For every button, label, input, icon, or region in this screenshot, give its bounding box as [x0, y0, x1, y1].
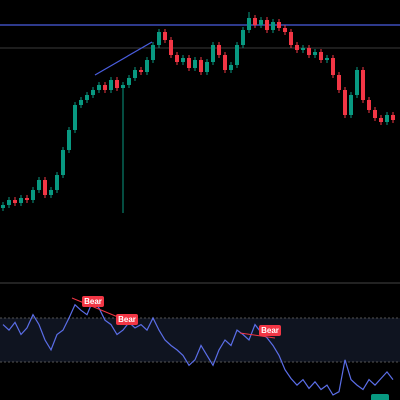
- candle-body: [181, 58, 185, 62]
- candle-body: [79, 100, 83, 105]
- candle-body: [223, 55, 227, 70]
- label-box: [259, 325, 281, 336]
- label-text: Bear: [261, 326, 279, 335]
- candle-body: [145, 60, 149, 72]
- candle-body: [31, 190, 35, 200]
- rsi-line: [2, 299, 394, 396]
- candle-body: [265, 20, 269, 30]
- candle-body: [73, 105, 77, 130]
- candle-body: [289, 32, 293, 45]
- candle-body: [133, 70, 137, 78]
- candle-body: [391, 115, 395, 120]
- candle-body: [235, 45, 239, 65]
- bear-label: Bear: [116, 314, 138, 325]
- candle-body: [271, 22, 275, 30]
- candle-body: [283, 28, 287, 32]
- candle-body: [361, 70, 365, 100]
- candle-body: [139, 70, 143, 72]
- candle-body: [295, 45, 299, 50]
- candle-body: [241, 30, 245, 45]
- candle-body: [331, 58, 335, 75]
- candle-body: [7, 200, 11, 205]
- candle-body: [259, 20, 263, 25]
- candle-body: [319, 52, 323, 60]
- candle-body: [55, 175, 59, 190]
- candle-body: [19, 198, 23, 203]
- candle-body: [199, 60, 203, 72]
- label-box: [82, 296, 104, 307]
- candle-body: [337, 75, 341, 90]
- divergence-line: [239, 332, 276, 339]
- candle-body: [43, 180, 47, 195]
- candle-body: [313, 52, 317, 55]
- candle-body: [67, 130, 71, 150]
- candle-body: [211, 45, 215, 62]
- candle-body: [301, 48, 305, 50]
- candle-body: [13, 200, 17, 203]
- label-box: [116, 314, 138, 325]
- candle-body: [151, 45, 155, 60]
- candle-body: [307, 48, 311, 55]
- bull-label-box: [371, 394, 389, 400]
- candle-body: [379, 118, 383, 122]
- bear-label: Bear: [82, 296, 104, 307]
- candle-body: [37, 180, 41, 190]
- candle-body: [367, 100, 371, 110]
- trend-line: [94, 41, 153, 76]
- rsi-band: [0, 318, 400, 362]
- candle-body: [343, 90, 347, 115]
- candle-body: [49, 190, 53, 195]
- candle-body: [157, 32, 161, 45]
- candle-body: [91, 90, 95, 95]
- candle-body: [121, 85, 125, 88]
- candle-body: [175, 55, 179, 62]
- candle-body: [349, 95, 353, 115]
- candle-body: [85, 95, 89, 100]
- candle-body: [109, 80, 113, 90]
- candle-body: [1, 205, 5, 208]
- candle-body: [325, 58, 329, 60]
- candle-body: [373, 110, 377, 118]
- candle-body: [115, 80, 119, 88]
- candle-body: [229, 65, 233, 70]
- candle-body: [385, 115, 389, 122]
- candle-body: [355, 70, 359, 95]
- candle-body: [193, 60, 197, 68]
- candle-body: [103, 85, 107, 90]
- label-text: Bear: [118, 315, 136, 324]
- candle-body: [247, 18, 251, 30]
- candle-body: [169, 40, 173, 55]
- candle-body: [277, 22, 281, 28]
- candle-body: [61, 150, 65, 175]
- candle-body: [253, 18, 257, 25]
- candle-body: [97, 85, 101, 90]
- candle-body: [163, 32, 167, 40]
- candle-body: [187, 58, 191, 68]
- candle-body: [25, 198, 29, 200]
- candle-body: [205, 62, 209, 72]
- candle-body: [217, 45, 221, 55]
- label-text: Bear: [84, 297, 102, 306]
- candle-body: [127, 78, 131, 85]
- bear-label: Bear: [259, 325, 281, 336]
